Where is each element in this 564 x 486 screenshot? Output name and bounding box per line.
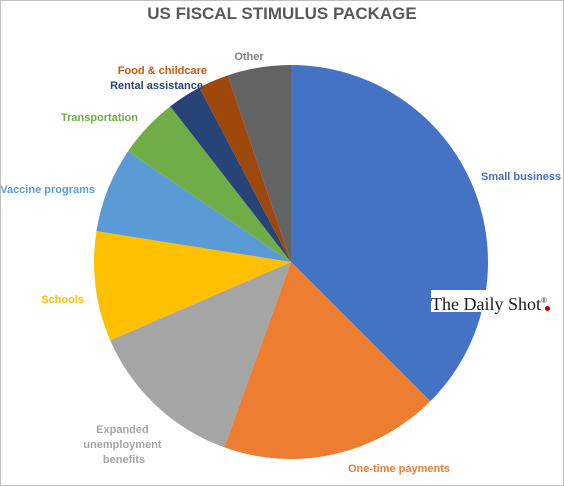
logo-text: The Daily Shot (431, 294, 541, 314)
label-expanded-unemployment-benefits: Expanded unemployment benefits (83, 424, 164, 466)
pie-slice-expanded-unemployment-benefits (110, 262, 291, 448)
pie-slice-other (227, 64, 291, 262)
label-rental-assistance: Rental assistance (110, 80, 203, 92)
label-vaccine-programs: Vaccine programs (0, 184, 95, 196)
label-food-childcare: Food & childcare (118, 65, 207, 77)
pie-slice-transportation (128, 106, 291, 262)
pie-slice-food-childcare (199, 75, 291, 262)
daily-shot-logo: The Daily Shot® (431, 290, 553, 314)
pie-slice-small-business (291, 65, 488, 402)
pie-slice-schools (94, 231, 291, 341)
registered-mark: ® (541, 296, 548, 305)
label-small-business: Small business (481, 171, 561, 183)
pie-labels: Small business One-time payments Expande… (0, 51, 561, 475)
label-transportation: Transportation (61, 112, 138, 124)
pie-slice-vaccine-programs (96, 151, 292, 262)
pie-slice-rental-assistance (170, 87, 291, 262)
label-one-time-payments: One-time payments (348, 463, 450, 475)
pie-slices (94, 64, 488, 459)
label-schools: Schools (41, 294, 84, 306)
pie-slice-one-time-payments (224, 262, 431, 459)
label-other: Other (234, 51, 264, 63)
logo-dot (545, 306, 550, 311)
chart-title: US FISCAL STIMULUS PACKAGE (147, 4, 417, 23)
